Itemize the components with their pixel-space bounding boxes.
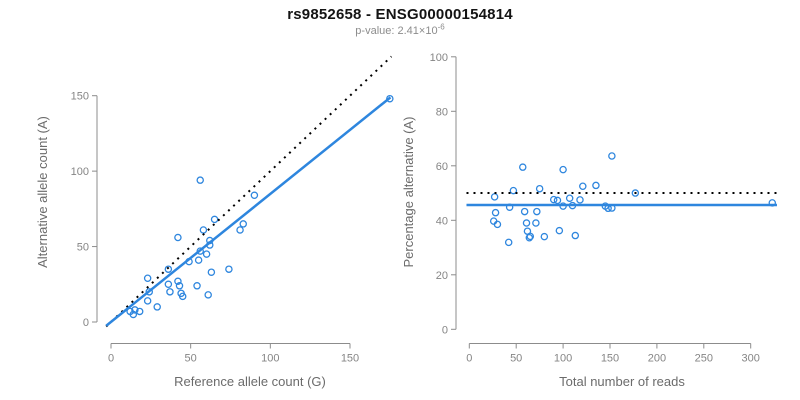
right-data-point bbox=[490, 193, 499, 201]
right-data-point bbox=[533, 207, 541, 216]
left-data-point bbox=[196, 247, 204, 255]
left-data-point bbox=[145, 288, 153, 296]
right-data-point bbox=[532, 219, 540, 227]
left-data-point bbox=[153, 303, 161, 311]
right-y-tick-label: 80 bbox=[436, 106, 448, 118]
left-identity-line bbox=[105, 55, 393, 328]
left-data-point bbox=[236, 226, 244, 234]
right-data-point bbox=[520, 207, 529, 216]
left-data-point bbox=[202, 250, 211, 258]
right-x-axis-label: Total number of reads bbox=[559, 374, 685, 389]
right-y-tick-label: 20 bbox=[436, 270, 448, 282]
left-x-tick-label: 100 bbox=[261, 353, 279, 365]
right-y-tick-label: 0 bbox=[442, 324, 448, 336]
right-data-point bbox=[509, 186, 518, 195]
left-data-point bbox=[178, 292, 187, 301]
right-x-tick-label: 50 bbox=[510, 353, 522, 365]
right-data-point bbox=[525, 233, 534, 242]
left-y-tick-label: 150 bbox=[71, 91, 89, 103]
right-data-point bbox=[559, 165, 567, 174]
left-x-axis-label: Reference allele count (G) bbox=[174, 374, 326, 389]
left-data-point bbox=[135, 307, 144, 316]
right-y-tick-label: 40 bbox=[436, 215, 448, 227]
left-x-tick-label: 50 bbox=[185, 353, 197, 365]
right-data-point bbox=[579, 182, 587, 190]
left-data-point bbox=[210, 215, 219, 224]
right-data-point bbox=[504, 238, 513, 247]
right-y-tick-label: 100 bbox=[430, 52, 448, 64]
left-y-tick-label: 0 bbox=[83, 317, 89, 329]
right-data-point bbox=[553, 196, 562, 205]
right-data-point bbox=[522, 219, 531, 227]
left-data-point bbox=[143, 297, 152, 305]
pvalue-exponent: -6 bbox=[437, 22, 445, 32]
right-y-tick-label: 60 bbox=[436, 161, 448, 173]
left-data-point bbox=[129, 310, 138, 319]
right-data-point bbox=[493, 220, 502, 229]
left-data-point bbox=[143, 274, 152, 282]
left-y-axis-label: Alternative allele count (A) bbox=[35, 116, 50, 268]
right-data-point bbox=[519, 163, 527, 171]
left-data-point bbox=[386, 94, 394, 103]
left-y-tick-label: 100 bbox=[71, 166, 89, 178]
left-data-point bbox=[174, 233, 182, 242]
right-data-point bbox=[540, 232, 549, 241]
plot-title: rs9852658 - ENSG00000154814 bbox=[287, 6, 513, 23]
right-data-point bbox=[549, 195, 558, 204]
right-x-tick-label: 0 bbox=[466, 353, 472, 365]
left-y-tick-label: 50 bbox=[77, 242, 89, 254]
left-data-point bbox=[174, 277, 182, 286]
pvalue-subtitle: p-value: 2.41×10-6 bbox=[0, 22, 800, 37]
right-data-point bbox=[608, 152, 616, 160]
right-data-point bbox=[555, 226, 564, 235]
left-data-point bbox=[164, 280, 173, 289]
right-x-tick-label: 100 bbox=[554, 353, 572, 365]
left-data-point bbox=[194, 256, 203, 264]
left-x-tick-label: 150 bbox=[341, 353, 359, 365]
left-regression-line bbox=[105, 96, 392, 327]
right-x-tick-label: 250 bbox=[695, 353, 713, 365]
right-data-point bbox=[535, 184, 544, 193]
right-x-tick-label: 300 bbox=[742, 353, 760, 365]
left-data-point bbox=[204, 291, 212, 299]
left-data-point bbox=[225, 265, 233, 273]
left-data-point bbox=[166, 288, 174, 296]
left-data-point bbox=[239, 220, 247, 228]
left-x-tick-label: 0 bbox=[108, 353, 114, 365]
left-data-point bbox=[175, 282, 184, 290]
right-data-point bbox=[592, 181, 600, 190]
left-data-point bbox=[207, 268, 216, 276]
right-data-point bbox=[631, 189, 640, 197]
left-data-point bbox=[193, 282, 201, 290]
right-data-point bbox=[576, 196, 584, 204]
right-data-point bbox=[565, 194, 574, 202]
right-data-point bbox=[491, 208, 500, 217]
left-data-point bbox=[131, 306, 139, 314]
left-data-point bbox=[199, 226, 208, 234]
right-x-tick-label: 200 bbox=[648, 353, 666, 365]
right-data-point bbox=[571, 231, 580, 240]
right-x-tick-label: 150 bbox=[601, 353, 619, 365]
right-y-axis-label: Percentage alternative (A) bbox=[401, 116, 416, 267]
right-data-point bbox=[526, 232, 535, 241]
left-data-point bbox=[164, 265, 173, 273]
left-data-point bbox=[196, 176, 204, 184]
left-data-point bbox=[250, 191, 259, 200]
pvalue-text: p-value: 2.41×10 bbox=[355, 25, 438, 37]
